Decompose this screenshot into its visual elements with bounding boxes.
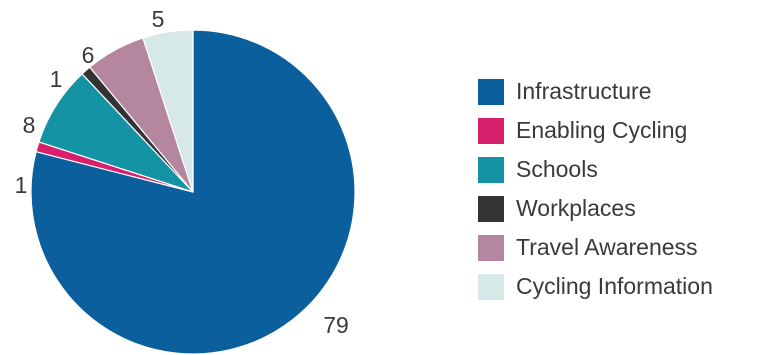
legend-swatch <box>478 156 504 183</box>
legend-swatch <box>478 273 504 300</box>
legend-swatch <box>478 234 504 261</box>
slice-label-infrastructure: 79 <box>323 312 349 338</box>
legend-swatch <box>478 78 504 105</box>
pie-slice-cycling-information <box>142 29 194 193</box>
slice-label-enabling-cycling: 1 <box>15 172 28 198</box>
legend-label: Cycling Information <box>516 273 713 299</box>
legend-item-travel-awareness: Travel Awareness <box>478 234 713 261</box>
legend-swatch <box>478 195 504 222</box>
legend-item-enabling-cycling: Enabling Cycling <box>478 117 713 144</box>
legend-item-schools: Schools <box>478 156 713 183</box>
legend-label: Infrastructure <box>516 78 652 104</box>
legend-label: Enabling Cycling <box>516 117 688 143</box>
legend-label: Schools <box>516 156 598 182</box>
slice-label-travel-awareness: 6 <box>82 42 95 68</box>
legend-item-infrastructure: Infrastructure <box>478 78 713 105</box>
slice-label-cycling-information: 5 <box>152 6 165 32</box>
legend-label: Workplaces <box>516 195 636 221</box>
slice-label-schools: 8 <box>23 112 36 138</box>
legend: Infrastructure Enabling Cycling Schools … <box>478 78 713 312</box>
legend-label: Travel Awareness <box>516 234 698 260</box>
legend-item-workplaces: Workplaces <box>478 195 713 222</box>
legend-item-cycling-information: Cycling Information <box>478 273 713 300</box>
slice-label-workplaces: 1 <box>50 66 63 92</box>
legend-swatch <box>478 117 504 144</box>
